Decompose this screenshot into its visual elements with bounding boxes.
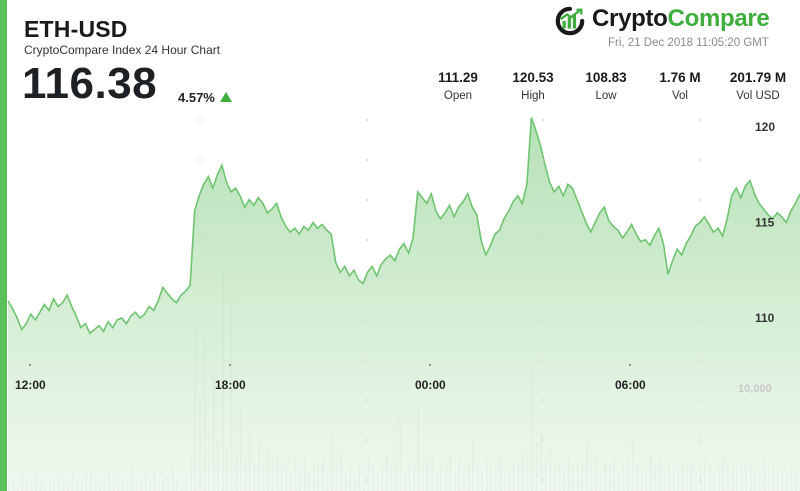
brand-name: CryptoCompare bbox=[592, 5, 770, 33]
grid-dot bbox=[199, 319, 201, 321]
stat-label: High bbox=[521, 90, 545, 102]
x-tick-mark bbox=[629, 364, 631, 366]
grid-dot bbox=[699, 359, 701, 361]
grid-dot bbox=[542, 239, 544, 241]
grid-dot bbox=[366, 359, 368, 361]
grid-dot bbox=[542, 279, 544, 281]
stat-vol: 1.76 M Vol bbox=[645, 70, 715, 102]
volume-tick-label: 10,000 bbox=[738, 383, 772, 395]
x-tick-mark bbox=[229, 364, 231, 366]
y-tick-label: 115 bbox=[755, 216, 775, 230]
x-tick-label: 12:00 bbox=[15, 378, 46, 392]
grid-dot bbox=[699, 319, 701, 321]
grid-dot bbox=[199, 159, 201, 161]
chart-subtitle: CryptoCompare Index 24 Hour Chart bbox=[24, 43, 221, 57]
x-tick-label: 00:00 bbox=[415, 378, 446, 392]
grid-dot bbox=[199, 119, 201, 121]
grid-dot bbox=[366, 119, 368, 121]
x-tick-label: 18:00 bbox=[215, 378, 246, 392]
y-tick-label: 120 bbox=[755, 120, 775, 134]
grid-dot bbox=[366, 479, 368, 481]
grid-dot bbox=[699, 279, 701, 281]
grid-dot bbox=[199, 399, 201, 401]
stat-value: 111.29 bbox=[438, 70, 478, 85]
brand-name-part1: Crypto bbox=[592, 5, 668, 32]
stat-label: Open bbox=[443, 90, 473, 102]
stat-low: 108.83 Low bbox=[571, 70, 641, 102]
grid-dot bbox=[199, 199, 201, 201]
grid-dots bbox=[29, 119, 701, 481]
grid-dot bbox=[542, 399, 544, 401]
grid-dot bbox=[199, 239, 201, 241]
grid-dot bbox=[542, 359, 544, 361]
price-line bbox=[7, 117, 800, 335]
grid-dot bbox=[699, 439, 701, 441]
stat-value: 1.76 M bbox=[659, 70, 701, 85]
grid-dot bbox=[542, 479, 544, 481]
grid-dot bbox=[199, 479, 201, 481]
stat-high: 120.53 High bbox=[498, 70, 568, 102]
stat-label: Vol bbox=[672, 90, 688, 102]
grid-dot bbox=[366, 239, 368, 241]
stat-vol-usd: 201.79 M Vol USD bbox=[719, 70, 797, 102]
brand-name-part2: Compare bbox=[667, 5, 770, 32]
stat-open: 111.29 Open bbox=[423, 70, 493, 102]
cryptocompare-logo-icon bbox=[555, 6, 585, 36]
grid-dot bbox=[699, 199, 701, 201]
grid-dot bbox=[366, 399, 368, 401]
y-tick-label: 110 bbox=[755, 311, 775, 325]
grid-dot bbox=[699, 159, 701, 161]
stat-value: 120.53 bbox=[512, 70, 554, 85]
grid-dot bbox=[542, 199, 544, 201]
grid-dot bbox=[366, 279, 368, 281]
axis-labels: 110 115 120 12:00 18:00 00:00 06:00 10,000 bbox=[15, 120, 775, 395]
pair-title: ETH-USD bbox=[24, 16, 128, 42]
grid-dot bbox=[199, 359, 201, 361]
grid-dot bbox=[542, 439, 544, 441]
stat-value: 108.83 bbox=[585, 70, 627, 85]
grid-dot bbox=[366, 199, 368, 201]
x-tick-mark bbox=[29, 364, 31, 366]
grid-dot bbox=[542, 159, 544, 161]
stat-label: Vol USD bbox=[736, 90, 780, 102]
stat-value: 201.79 M bbox=[729, 70, 787, 85]
grid-dot bbox=[366, 319, 368, 321]
up-arrow-icon bbox=[220, 92, 232, 102]
grid-dot bbox=[366, 159, 368, 161]
left-accent-bar bbox=[0, 0, 7, 491]
grid-dot bbox=[199, 279, 201, 281]
grid-dot bbox=[699, 479, 701, 481]
x-tick-label: 06:00 bbox=[615, 378, 646, 392]
price-area-fill bbox=[8, 117, 800, 491]
stat-label: Low bbox=[595, 90, 617, 102]
price-change-percent: 4.57% bbox=[178, 90, 215, 105]
grid-dot bbox=[366, 439, 368, 441]
grid-dot bbox=[699, 119, 701, 121]
grid-dot bbox=[699, 239, 701, 241]
grid-dot bbox=[542, 119, 544, 121]
grid-dot bbox=[199, 439, 201, 441]
current-price: 116.38 bbox=[22, 59, 158, 108]
x-tick-mark bbox=[429, 364, 431, 366]
grid-dot bbox=[699, 399, 701, 401]
timestamp: Fri, 21 Dec 2018 11:05:20 GMT bbox=[608, 37, 769, 49]
price-area bbox=[7, 117, 800, 491]
grid-dot bbox=[542, 319, 544, 321]
